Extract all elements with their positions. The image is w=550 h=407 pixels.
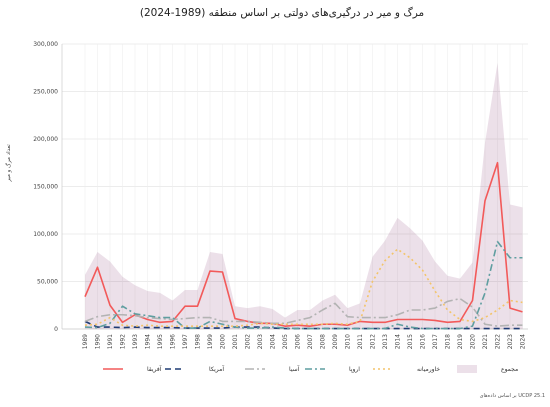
series-3-line <box>84 240 523 330</box>
x-tick-label: 2023 <box>507 334 514 349</box>
x-tick-label: 1997 <box>182 334 189 349</box>
series-2-line <box>84 297 523 327</box>
legend-swatch-total <box>457 365 477 373</box>
x-tick-label: 2001 <box>232 334 239 349</box>
y-axis-ticks: 0 50,000 100,000 150,000 200,000 250,000 300,0… <box>33 41 58 333</box>
x-tick-label: 2016 <box>420 334 427 349</box>
x-tick-label: 2013 <box>382 334 389 349</box>
series-5-area <box>85 63 523 329</box>
y-tick-label: 0 <box>54 326 58 333</box>
x-tick-label: 2012 <box>370 334 377 349</box>
series-lines <box>84 161 523 330</box>
series-area <box>85 63 523 329</box>
x-tick-label: 2024 <box>520 334 527 349</box>
x-tick-label: 2017 <box>432 334 439 349</box>
x-tick-label: 2009 <box>332 334 339 349</box>
x-tick-label: 2004 <box>270 334 277 349</box>
chart-title: مرگ و میر در درگیری‌های دولتی بر اساس من… <box>140 5 424 19</box>
y-tick-label: 150,000 <box>33 184 58 191</box>
x-tick-label: 1994 <box>145 334 152 349</box>
x-tick-label: 1992 <box>120 334 127 349</box>
x-tick-label: 2007 <box>307 334 314 349</box>
legend-label: آمریکا <box>209 364 224 373</box>
x-tick-label: 2018 <box>445 334 452 349</box>
series-4-line <box>84 248 523 327</box>
y-tick-label: 250,000 <box>33 89 58 96</box>
x-tick-label: 2020 <box>470 334 477 349</box>
x-axis-ticks: 1989 1990 1991 1992 1993 1994 1995 1996 1997 1998… <box>82 334 527 349</box>
grid <box>61 43 528 330</box>
x-tick-label: 1996 <box>170 334 177 349</box>
legend-label: آسیا <box>289 364 300 373</box>
x-tick-label: 2022 <box>495 334 502 349</box>
x-tick-label: 1999 <box>207 334 214 349</box>
series-0-line <box>84 161 523 327</box>
x-tick-label: 2006 <box>295 334 302 349</box>
y-tick-label: 50,000 <box>37 279 58 286</box>
x-tick-label: 2014 <box>395 334 402 349</box>
source-note: بر اساس داده‌های UCDP 25.1 <box>480 393 545 399</box>
y-axis-label: تعداد مرگ و میر <box>4 144 12 183</box>
legend-label: اروپا <box>349 366 360 373</box>
x-tick-label: 1995 <box>157 334 164 349</box>
x-tick-label: 1989 <box>82 334 89 349</box>
x-tick-label: 2008 <box>320 334 327 349</box>
x-tick-label: 2010 <box>345 334 352 349</box>
x-tick-label: 2003 <box>257 334 264 349</box>
x-tick-label: 1993 <box>132 334 139 349</box>
x-tick-label: 2005 <box>282 334 289 349</box>
x-tick-label: 2015 <box>407 334 414 349</box>
x-tick-label: 2011 <box>357 334 364 349</box>
x-tick-label: 2019 <box>457 334 464 349</box>
legend-label: خاورمیانه <box>417 366 440 373</box>
x-tick-label: 2021 <box>482 334 489 349</box>
x-tick-label: 2000 <box>220 334 227 349</box>
legend: آفریقا آمریکا آسیا اروپا خاورمیانه مجموع <box>103 364 518 373</box>
y-tick-label: 100,000 <box>33 231 58 238</box>
y-tick-label: 300,000 <box>33 41 58 48</box>
x-tick-label: 1990 <box>95 334 102 349</box>
x-tick-label: 2002 <box>245 334 252 349</box>
x-tick-label: 1998 <box>195 334 202 349</box>
legend-label: مجموع <box>501 366 518 373</box>
x-tick-label: 1991 <box>107 334 114 349</box>
y-tick-label: 200,000 <box>33 136 58 143</box>
legend-label: آفریقا <box>147 364 162 373</box>
